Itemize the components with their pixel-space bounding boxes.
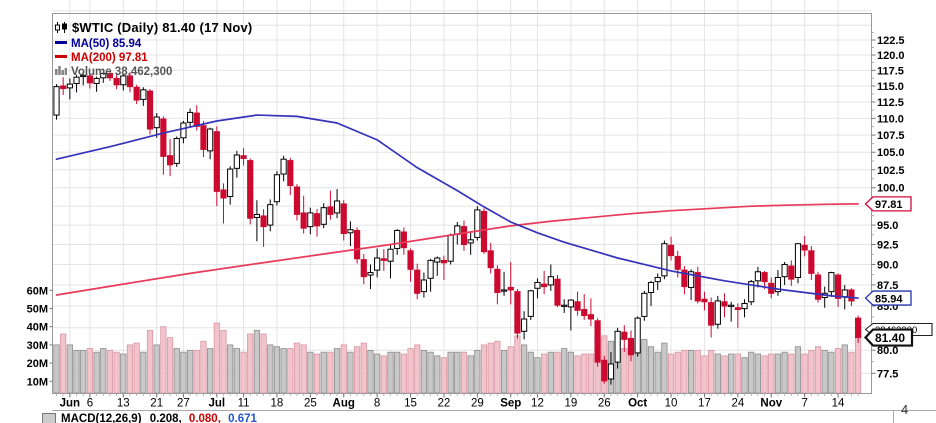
legend-title-row: $WTIC (Daily) 81.40 (17 Nov)	[55, 21, 252, 36]
svg-text:22: 22	[438, 398, 451, 410]
price-axis-labels: 122.5 120.0 117.5 115.0 112.5 110.0 107.5 105.0…	[871, 32, 905, 380]
macd-value-1: 0.208,	[149, 413, 182, 423]
macd-label: MACD(12,26,9)	[61, 413, 142, 423]
svg-text:87.5: 87.5	[877, 280, 898, 292]
chart-title: $WTIC (Daily) 81.40 (17 Nov)	[72, 20, 253, 35]
svg-text:7: 7	[801, 398, 807, 410]
svg-text:29: 29	[471, 398, 484, 410]
svg-text:13: 13	[117, 398, 130, 410]
svg-text:20M: 20M	[27, 358, 48, 370]
svg-text:81.40: 81.40	[875, 331, 905, 345]
macd-value-2: 0.080,	[188, 413, 221, 423]
svg-text:60M: 60M	[27, 285, 48, 297]
svg-text:Jun: Jun	[60, 398, 80, 410]
svg-text:Oct: Oct	[628, 398, 647, 410]
legend-ma50-row: MA(50) 85.94	[55, 37, 252, 51]
svg-text:18: 18	[271, 398, 284, 410]
legend-ma200-row: MA(200) 97.81	[55, 51, 252, 65]
svg-text:92.5: 92.5	[877, 239, 898, 251]
svg-text:95.0: 95.0	[877, 220, 898, 232]
svg-text:122.5: 122.5	[877, 35, 905, 47]
svg-text:27: 27	[177, 398, 190, 410]
candles	[53, 70, 862, 385]
svg-text:6: 6	[87, 398, 93, 410]
ma50-label: MA(50) 85.94	[71, 37, 142, 50]
svg-text:50M: 50M	[27, 304, 48, 316]
svg-text:30M: 30M	[27, 340, 48, 352]
svg-text:25: 25	[304, 398, 317, 410]
svg-text:11: 11	[238, 398, 250, 410]
ma200-label: MA(200) 97.81	[71, 51, 148, 64]
svg-text:110.0: 110.0	[877, 113, 904, 125]
svg-text:17: 17	[698, 398, 711, 410]
svg-text:24: 24	[731, 398, 744, 410]
svg-text:Aug: Aug	[333, 398, 355, 410]
svg-text:80.0: 80.0	[877, 345, 898, 357]
ma50-line	[55, 114, 859, 299]
volume-bars-icon	[55, 65, 67, 79]
svg-text:97.81: 97.81	[875, 199, 903, 211]
svg-text:Sep: Sep	[500, 398, 521, 410]
svg-text:15: 15	[404, 398, 417, 410]
volume-bars	[53, 322, 862, 394]
svg-text:14: 14	[832, 398, 845, 410]
svg-text:120.0: 120.0	[877, 50, 905, 62]
ma200-line	[55, 203, 859, 296]
volume-axis-labels: 60M 50M 40M 30M 20M 10M	[27, 285, 53, 388]
svg-text:Nov: Nov	[760, 398, 782, 410]
volume-label: Volume 38,462,300	[71, 65, 173, 78]
svg-text:85.94: 85.94	[875, 293, 903, 305]
macd-legend-row: MACD(12,26,9) 0.208, 0.080, 0.671	[42, 413, 257, 423]
ma200-swatch-icon	[55, 55, 67, 59]
macd-value-3: 0.671	[228, 413, 257, 423]
svg-text:112.5: 112.5	[877, 97, 904, 109]
macd-swatch-icon	[42, 413, 56, 423]
svg-text:40M: 40M	[27, 322, 48, 334]
svg-text:117.5: 117.5	[877, 65, 904, 77]
svg-text:10M: 10M	[27, 376, 48, 388]
svg-text:105.0: 105.0	[877, 147, 905, 159]
legend-volume-row: Volume 38,462,300	[55, 65, 252, 79]
candlestick-chart-icon	[55, 21, 68, 36]
svg-text:100.0: 100.0	[877, 183, 905, 195]
svg-text:90.0: 90.0	[877, 259, 898, 271]
svg-text:26: 26	[598, 398, 611, 410]
ma50-swatch-icon	[55, 41, 67, 45]
svg-text:102.5: 102.5	[877, 165, 905, 177]
svg-text:21: 21	[150, 398, 163, 410]
svg-text:12: 12	[531, 398, 544, 410]
svg-text:107.5: 107.5	[877, 130, 905, 142]
svg-text:19: 19	[564, 398, 577, 410]
date-axis-labels: Jun 6 13 21 27 Jul 11 18 25 Aug 8 15 22 29 Sep 12 19 26 Oc…	[56, 393, 859, 410]
svg-text:10: 10	[665, 398, 678, 410]
chart-legend: $WTIC (Daily) 81.40 (17 Nov) MA(50) 85.9…	[55, 21, 252, 79]
svg-text:77.5: 77.5	[877, 368, 898, 380]
svg-text:Jul: Jul	[209, 398, 226, 410]
svg-text:115.0: 115.0	[877, 81, 904, 93]
macd-axis-fragment: 4	[901, 402, 909, 417]
svg-text:8: 8	[374, 398, 380, 410]
